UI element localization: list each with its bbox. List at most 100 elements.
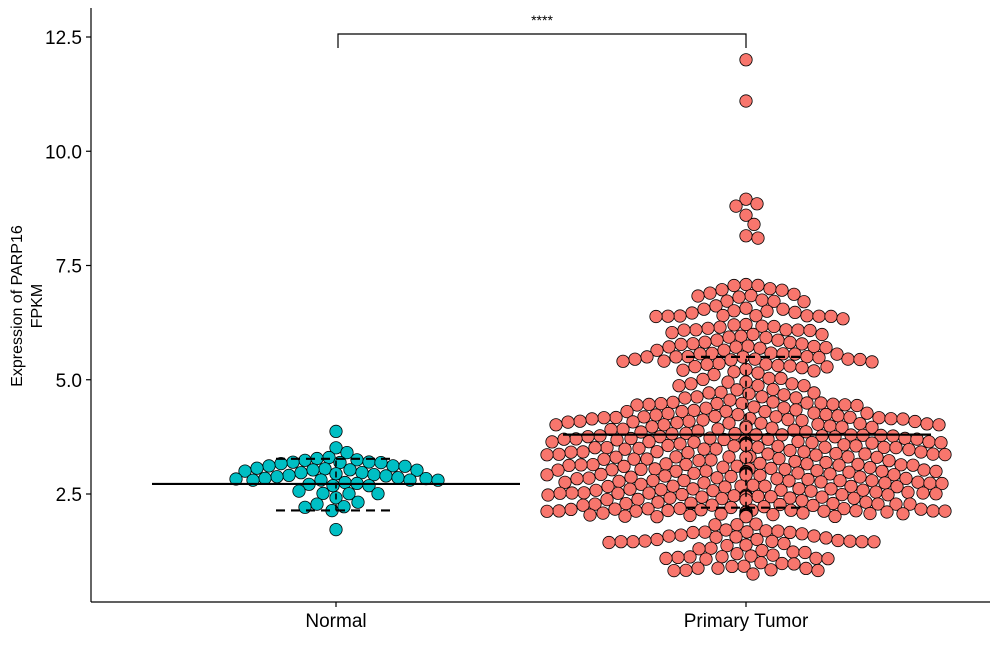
data-point — [784, 503, 798, 517]
data-point — [698, 525, 712, 539]
data-point — [843, 534, 857, 548]
x-tick-label: Primary Tumor — [684, 611, 809, 632]
data-point — [715, 283, 729, 297]
data-point — [645, 420, 659, 434]
data-point — [661, 503, 675, 518]
data-point — [853, 352, 867, 367]
data-point — [763, 282, 777, 296]
data-point — [666, 395, 680, 409]
data-point — [882, 454, 896, 468]
data-point — [342, 487, 356, 501]
data-point — [706, 484, 720, 498]
data-point — [811, 563, 825, 578]
data-point — [807, 406, 821, 420]
data-point — [867, 535, 881, 549]
data-point — [720, 538, 734, 553]
data-point — [899, 471, 913, 485]
data-point — [671, 550, 685, 565]
data-point — [807, 386, 821, 400]
data-point — [753, 468, 767, 482]
data-point — [717, 432, 731, 447]
data-point — [917, 463, 931, 477]
bracket-line — [337, 33, 747, 48]
data-point — [765, 534, 779, 549]
data-point — [889, 497, 903, 511]
data-point — [801, 472, 815, 487]
data-point — [605, 463, 619, 477]
data-point — [800, 457, 814, 471]
data-point — [760, 304, 774, 318]
data-point — [800, 350, 814, 364]
data-point — [739, 192, 753, 206]
data-point — [739, 53, 753, 67]
data-point — [767, 319, 781, 334]
significance-bracket: **** — [337, 12, 747, 48]
data-point — [642, 486, 656, 500]
data-point — [576, 498, 590, 512]
data-point — [766, 395, 780, 409]
data-point — [697, 302, 711, 316]
data-point — [849, 504, 863, 518]
data-point — [807, 364, 821, 378]
data-point — [826, 496, 840, 511]
data-point — [631, 492, 645, 506]
data-point — [818, 440, 832, 454]
data-point — [701, 321, 715, 335]
data-point — [661, 406, 675, 421]
data-point — [692, 453, 706, 468]
data-point — [553, 486, 567, 500]
data-point — [727, 489, 741, 503]
data-point — [329, 522, 343, 537]
data-point — [744, 549, 758, 563]
data-point — [814, 475, 828, 489]
data-point — [677, 323, 691, 337]
data-point — [581, 430, 595, 444]
data-point — [821, 552, 835, 566]
data-point — [835, 420, 849, 434]
data-point — [908, 414, 922, 429]
data-point — [679, 457, 693, 472]
data-point — [828, 509, 842, 524]
data-point — [727, 304, 741, 318]
data-point — [920, 417, 934, 431]
data-point — [870, 450, 884, 464]
data-point — [896, 412, 910, 426]
data-point — [755, 543, 769, 558]
data-point — [696, 372, 710, 386]
data-point — [922, 435, 936, 449]
data-point — [691, 561, 705, 575]
data-point — [751, 231, 765, 245]
data-point — [600, 440, 614, 455]
data-point — [697, 476, 711, 490]
data-point — [896, 507, 910, 521]
data-point — [849, 439, 863, 453]
data-point — [798, 545, 812, 560]
data-point — [788, 305, 802, 319]
data-point — [831, 409, 845, 423]
data-point — [715, 550, 729, 564]
data-point — [880, 505, 894, 519]
data-point — [838, 398, 852, 412]
data-point — [722, 416, 736, 430]
data-point — [831, 533, 845, 548]
data-point — [812, 309, 826, 323]
data-point — [582, 471, 596, 485]
data-point — [714, 507, 728, 521]
data-point — [747, 400, 761, 414]
data-point — [673, 309, 687, 323]
significance-label: **** — [531, 12, 553, 28]
data-point — [739, 277, 753, 292]
data-point — [926, 504, 940, 518]
data-point — [679, 563, 693, 577]
data-point — [863, 506, 877, 521]
data-point — [687, 466, 701, 480]
data-point — [751, 366, 765, 380]
data-point — [766, 507, 780, 522]
data-point — [823, 467, 837, 481]
data-point — [786, 545, 800, 559]
data-point — [719, 523, 733, 537]
data-point — [732, 290, 746, 304]
data-point — [809, 448, 823, 462]
data-point — [830, 347, 844, 361]
